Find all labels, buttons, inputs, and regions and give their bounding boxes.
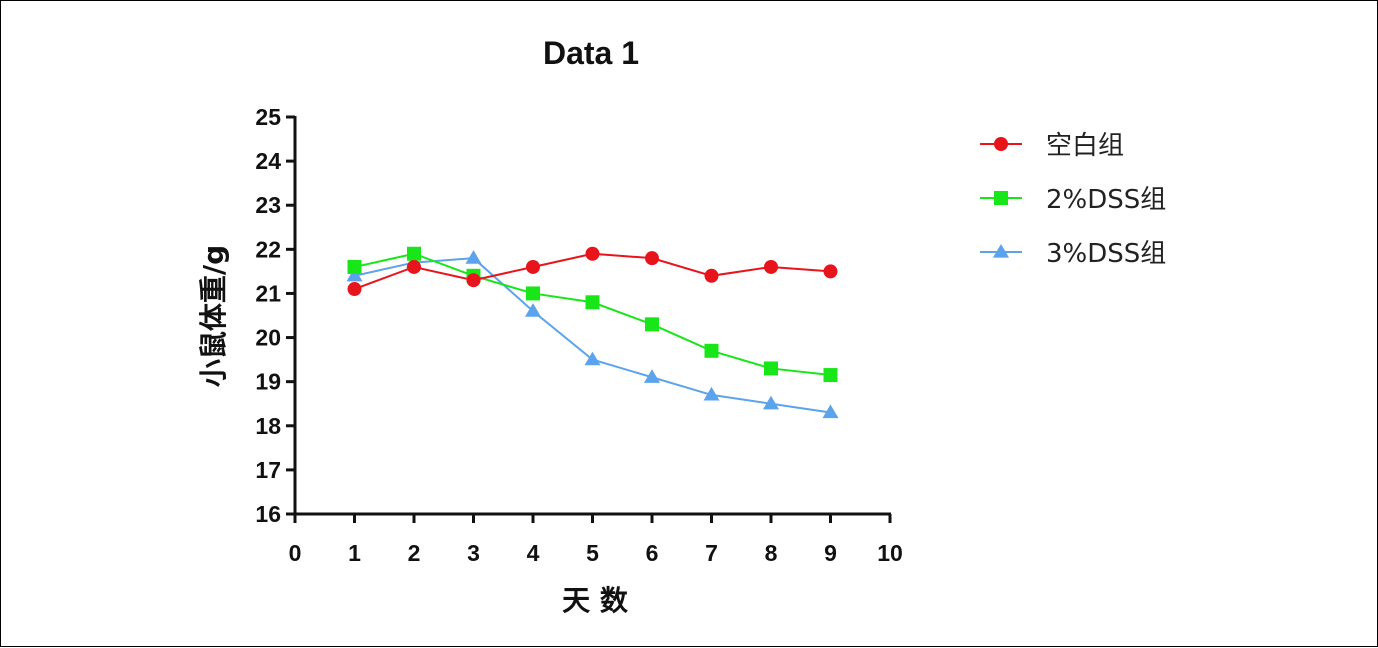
x-tick-label: 3 xyxy=(467,540,480,566)
y-axis-label: 小鼠体重/g xyxy=(197,245,230,387)
y-tick-label: 19 xyxy=(255,369,281,395)
data-point xyxy=(347,282,362,297)
data-point xyxy=(644,369,660,383)
data-point xyxy=(525,303,541,317)
legend-marker xyxy=(994,137,1008,151)
chart-title: Data 1 xyxy=(543,35,639,71)
series-1 xyxy=(347,246,838,297)
data-point xyxy=(764,259,778,274)
data-point xyxy=(466,273,481,288)
x-tick-label: 8 xyxy=(765,540,778,566)
data-point xyxy=(347,259,362,274)
data-point xyxy=(526,259,540,274)
y-tick-label: 24 xyxy=(255,148,281,174)
x-tick-label: 0 xyxy=(289,540,302,566)
x-tick-label: 6 xyxy=(646,540,659,566)
data-point xyxy=(704,343,719,358)
legend-label: 3%DSS组 xyxy=(1046,239,1166,269)
data-point xyxy=(465,250,482,264)
y-tick-label: 18 xyxy=(255,413,281,439)
legend-label: 空白组 xyxy=(1046,131,1124,161)
data-point xyxy=(585,246,600,261)
data-point xyxy=(763,395,779,410)
data-point xyxy=(346,267,363,282)
y-tick-label: 22 xyxy=(255,236,281,262)
series-line xyxy=(354,257,831,414)
legend-label: 2%DSS组 xyxy=(1046,185,1166,215)
x-tick-label: 1 xyxy=(348,540,361,566)
data-point xyxy=(585,295,600,310)
x-tick-label: 4 xyxy=(527,540,540,566)
y-tick-label: 16 xyxy=(255,501,281,527)
data-point xyxy=(407,259,421,274)
x-tick-label: 7 xyxy=(705,540,718,566)
x-tick-label: 2 xyxy=(408,540,421,566)
data-point xyxy=(823,368,838,383)
legend-item: 3%DSS组 xyxy=(980,239,1166,269)
data-point xyxy=(584,351,601,366)
x-tick-label: 10 xyxy=(877,540,903,566)
y-tick-label: 20 xyxy=(255,325,281,351)
legend-item: 空白组 xyxy=(980,131,1124,161)
data-point xyxy=(764,361,778,376)
legend: 空白组 2%DSS组 3%DSS组 xyxy=(980,131,1166,269)
y-tick-label: 25 xyxy=(255,104,281,130)
data-point xyxy=(704,268,719,283)
legend-item: 2%DSS组 xyxy=(980,185,1166,215)
data-point xyxy=(645,251,659,266)
series-3 xyxy=(346,250,839,419)
data-point xyxy=(823,264,838,279)
y-tick-label: 23 xyxy=(255,192,281,218)
x-tick-label: 9 xyxy=(824,540,837,566)
data-point xyxy=(645,317,659,332)
data-point xyxy=(526,286,540,301)
legend-marker xyxy=(993,244,1009,258)
series-2 xyxy=(347,246,838,383)
y-tick-label: 21 xyxy=(255,280,281,306)
plot-area xyxy=(346,246,839,419)
x-axis-label: 天 数 xyxy=(562,584,629,617)
data-point xyxy=(407,246,421,261)
x-tick-label: 5 xyxy=(586,540,599,566)
y-tick-label: 17 xyxy=(255,457,281,483)
data-point xyxy=(822,404,839,419)
legend-marker xyxy=(994,191,1008,205)
data-point xyxy=(703,386,720,401)
